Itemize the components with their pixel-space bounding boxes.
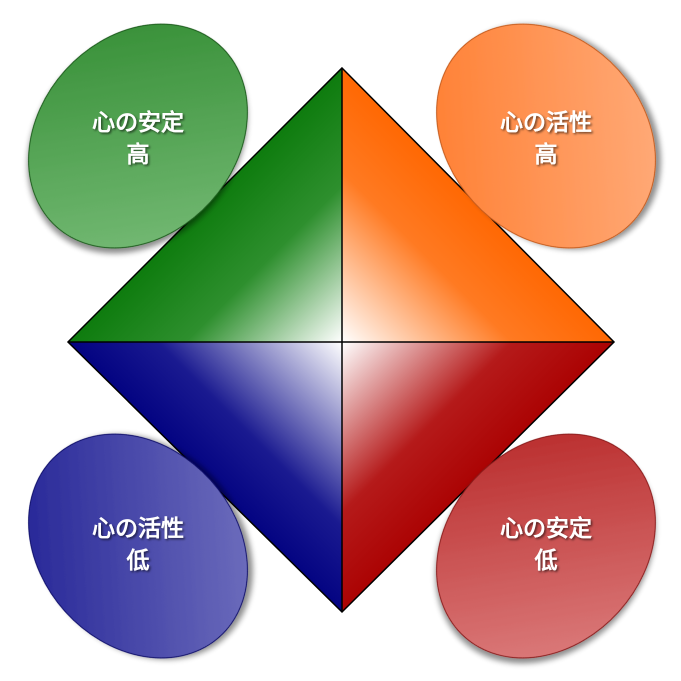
label-top-right-line2: 高 (535, 141, 558, 168)
label-bottom-right-line1: 心の安定 (500, 515, 592, 542)
ellipse-bottom-right: 心の安定 低 (436, 433, 656, 659)
label-top-left-line2: 高 (127, 141, 150, 168)
ellipse-top-left: 心の安定 高 (28, 23, 248, 249)
label-top-right-line1: 心の活性 (500, 110, 592, 136)
label-bottom-right-line2: 低 (534, 548, 558, 574)
label-bottom-left-line1: 心の活性 (92, 516, 184, 542)
ellipse-bottom-left: 心の活性 低 (28, 433, 248, 659)
ellipse-top-right: 心の活性 高 (436, 23, 656, 249)
label-bottom-left-line2: 低 (126, 548, 150, 574)
label-top-left-line1: 心の安定 (92, 109, 184, 136)
